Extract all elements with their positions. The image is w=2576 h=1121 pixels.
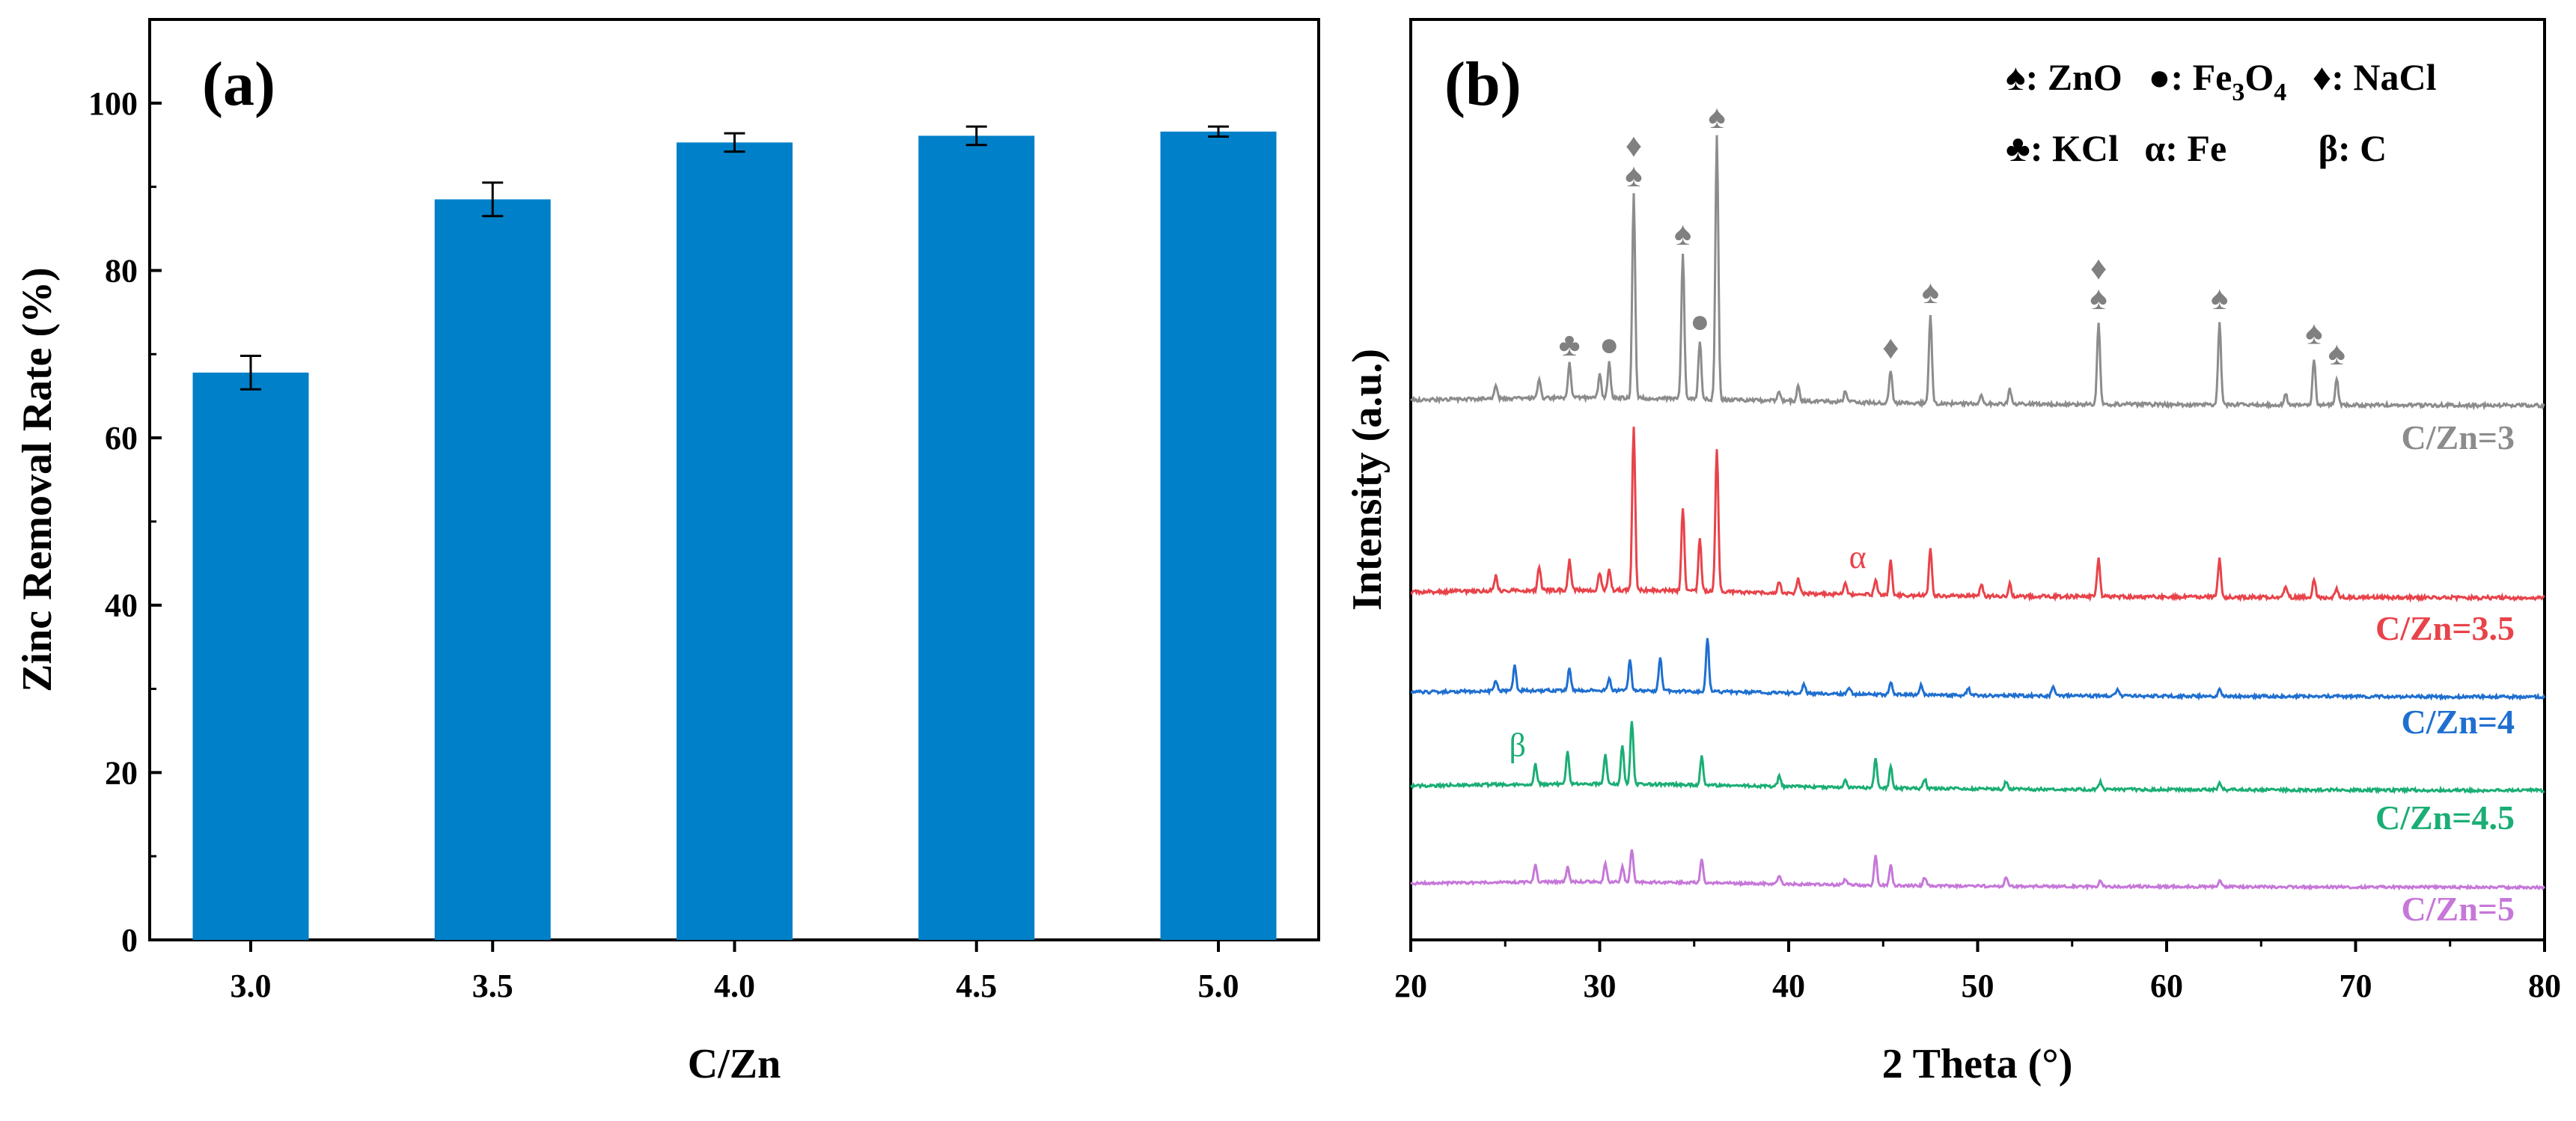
curve-label: C/Zn=4.5 bbox=[2375, 798, 2515, 837]
peak-marker: ♠ bbox=[2328, 335, 2345, 372]
legend-text-fe: : Fe bbox=[2165, 127, 2226, 169]
curve-labels: C/Zn=3 C/Zn=3.5 C/Zn=4 C/Zn=4.5 C/Zn=5 bbox=[2375, 418, 2515, 928]
peak-marker: ♠ bbox=[1922, 274, 1939, 311]
legend-symbol-c: β bbox=[2319, 127, 2338, 169]
peak-marker: ♠ bbox=[2305, 315, 2322, 352]
peak-marker: ♦ bbox=[1626, 127, 1642, 164]
bar-3.5 bbox=[434, 199, 551, 941]
peak-marker: ● bbox=[1599, 326, 1620, 363]
x-tick-label: 80 bbox=[2528, 968, 2561, 1004]
panel-b-x-axis-label: 2 Theta (°) bbox=[1882, 1041, 2073, 1087]
peak-marker: ♦ bbox=[2090, 250, 2107, 287]
x-tick-label: 30 bbox=[1584, 968, 1617, 1004]
x-tick-label: 40 bbox=[1772, 968, 1805, 1004]
xrd-curve-4.5 bbox=[1409, 721, 2545, 795]
y-tick-label: 20 bbox=[105, 754, 138, 791]
x-tick-label: 70 bbox=[2340, 968, 2372, 1004]
bar-3.0 bbox=[192, 372, 309, 940]
legend-text-zno: : ZnO bbox=[2026, 56, 2122, 98]
y-axis-ticks: 0 20 40 60 80 100 bbox=[88, 85, 162, 959]
panel-b-label: (b) bbox=[1444, 49, 1522, 119]
peak-marker: ♠ bbox=[1674, 216, 1691, 252]
xrd-curves bbox=[1409, 135, 2546, 891]
bar-series bbox=[192, 125, 1277, 941]
peak-marker: ♦ bbox=[1882, 329, 1899, 366]
x-tick-label: 4.0 bbox=[714, 968, 755, 1004]
peak-marker: β bbox=[1509, 727, 1525, 764]
y-tick-label: 40 bbox=[105, 587, 138, 624]
peak-marker: ♠ bbox=[1708, 99, 1725, 135]
peak-marker: ♠ bbox=[1625, 157, 1642, 194]
curve-label: C/Zn=5 bbox=[2402, 890, 2515, 928]
legend-text-c: : C bbox=[2338, 127, 2387, 169]
panel-a-y-axis-label: Zinc Removal Rate (%) bbox=[14, 267, 61, 692]
legend-symbol-kcl: ♣ bbox=[2006, 127, 2030, 169]
xrd-curve-4 bbox=[1410, 638, 2546, 701]
curve-label: C/Zn=4 bbox=[2402, 703, 2515, 741]
legend: ♠: ZnO ●: Fe3O4 ♦: NaCl ♣: KCl α: Fe β: … bbox=[2006, 56, 2437, 169]
legend-symbol-fe: α bbox=[2144, 127, 2165, 169]
legend-sub-3: 3 bbox=[2232, 79, 2244, 106]
legend-symbol-fe3o4: ● bbox=[2148, 56, 2170, 98]
legend-row-1: ♠: ZnO ●: Fe3O4 ♦: NaCl bbox=[2006, 56, 2437, 109]
bar-4.5 bbox=[918, 135, 1035, 941]
x-tick-label: 3.0 bbox=[231, 968, 272, 1004]
panel-b-y-axis-label: Intensity (a.u.) bbox=[1344, 349, 1391, 611]
peak-marker: ♣ bbox=[1559, 326, 1581, 363]
peak-marker: α bbox=[1849, 539, 1867, 575]
y-tick-label: 60 bbox=[105, 420, 138, 456]
xrd-curve-5 bbox=[1410, 849, 2546, 891]
peak-marker: ♠ bbox=[2211, 280, 2228, 317]
xrd-curve-3.5 bbox=[1410, 427, 2545, 603]
x-tick-label: 60 bbox=[2150, 968, 2183, 1004]
x-tick-label: 5.0 bbox=[1198, 968, 1239, 1004]
peak-annotations: ♣ ●♠♦♠●♠♦♠ ♠♦♠♠♠αβ bbox=[1509, 99, 2345, 764]
legend-text-nacl: : NaCl bbox=[2331, 56, 2436, 98]
legend-symbol-zno: ♠ bbox=[2006, 56, 2026, 98]
y-tick-label: 100 bbox=[88, 85, 138, 122]
curve-label: C/Zn=3 bbox=[2402, 418, 2515, 456]
panel-a: 0 20 40 60 80 100 3.0 3.5 4.0 4.5 5.0 (a) C/Zn Zi… bbox=[14, 18, 1320, 1087]
legend-row-2: ♣: KCl α: Fe β: C bbox=[2006, 127, 2387, 169]
peak-marker: ● bbox=[1690, 303, 1710, 340]
x-tick-label: 4.5 bbox=[956, 968, 997, 1004]
legend-text-kcl: : KCl bbox=[2030, 127, 2119, 169]
y-tick-label: 0 bbox=[121, 922, 138, 959]
curve-label: C/Zn=3.5 bbox=[2375, 609, 2515, 647]
x-tick-label: 3.5 bbox=[472, 968, 513, 1004]
bar-4.0 bbox=[677, 142, 793, 941]
x-tick-label: 20 bbox=[1394, 968, 1427, 1004]
x-axis-ticks: 3.0 3.5 4.0 4.5 5.0 bbox=[231, 940, 1239, 1004]
panel-a-label: (a) bbox=[202, 49, 275, 119]
y-tick-label: 80 bbox=[105, 252, 138, 289]
x-tick-label: 50 bbox=[1962, 968, 1994, 1004]
panel-a-x-axis-label: C/Zn bbox=[688, 1041, 781, 1087]
x-axis-ticks: 20 30 40 50 60 70 80 bbox=[1394, 940, 2561, 1004]
bar-5.0 bbox=[1160, 131, 1277, 940]
legend-text-fe3o4: : Fe bbox=[2170, 56, 2232, 98]
legend-symbol-nacl: ♦ bbox=[2313, 56, 2332, 98]
xrd-curve-3 bbox=[1410, 135, 2545, 411]
peak-marker: ♠ bbox=[2090, 280, 2107, 317]
legend-sub-4: 4 bbox=[2274, 79, 2286, 106]
panel-b: ♣ ●♠♦♠●♠♦♠ ♠♦♠♠♠αβ C/Zn=3C/Zn=3.5C/Zn=4C/Z… bbox=[1344, 18, 2561, 1087]
